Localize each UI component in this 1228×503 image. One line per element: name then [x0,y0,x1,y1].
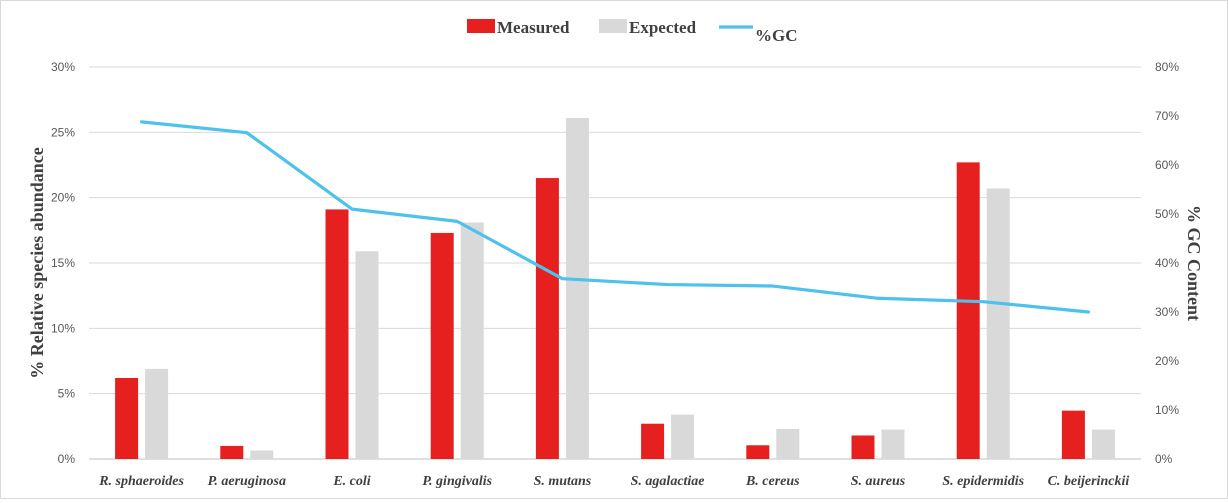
bar-measured [325,209,349,459]
bar-measured [641,423,665,459]
y2-tick-label: 20% [1155,354,1179,368]
bar-measured [1061,410,1085,459]
x-tick-label: S. epidermidis [942,474,1024,489]
bar-expected [776,428,800,459]
x-tick-label: B. cereus [745,474,800,489]
y-tick-label: 20% [51,191,75,205]
y2-tick-label: 80% [1155,60,1179,74]
gc-line-path [140,120,1091,314]
bar-measured [956,162,980,460]
bar-measured [115,377,139,459]
bar-measured [535,178,559,460]
y2-tick-label: 60% [1155,158,1179,172]
grid-lines [89,66,1141,460]
y2-tick-label: 40% [1155,256,1179,270]
bar-expected [145,368,169,459]
bar-measured [851,435,875,459]
bar-expected [671,414,695,459]
bar-measured [430,232,454,459]
x-tick-label: P. gingivalis [422,474,492,489]
legend-swatch-expected [599,19,627,33]
y-tick-label: 10% [51,321,75,335]
legend-swatch-measured [467,19,495,33]
y2-tick-label: 0% [1155,452,1173,466]
x-tick-label: P. aeruginosa [208,474,286,489]
x-tick-label: S. aureus [851,474,906,489]
y-tick-label: 0% [58,452,76,466]
axes: 0% 5% 10% 15% 20% 25% 30% 0% 10% 20% 30% 40% 50% 60% 7… [51,60,1179,489]
x-tick-label: E. coli [332,474,370,489]
y-axis-title: % Relative species abundance [27,147,47,379]
bar-expected [565,117,589,460]
bar-expected [355,251,379,459]
y2-tick-label: 30% [1155,305,1179,319]
y2-tick-label: 50% [1155,207,1179,221]
x-tick-label: S. agalactiae [631,474,705,489]
x-tick-label: S. mutans [534,474,592,489]
legend-label-measured: Measured [497,18,570,37]
bar-expected [1091,429,1115,459]
y2-tick-label: 70% [1155,109,1179,123]
legend-label-gc: %GC [755,26,798,45]
x-tick-label: R. sphaeroides [98,474,184,489]
bar-measured [746,445,770,459]
bars [115,117,1115,460]
bar-expected [250,450,274,459]
bar-expected [881,429,905,459]
y-tick-label: 30% [51,60,75,74]
y2-tick-label: 10% [1155,403,1179,417]
y-tick-label: 5% [58,387,76,401]
legend-label-expected: Expected [629,18,697,37]
gc-line [140,120,1091,314]
bar-measured [220,445,244,459]
y-tick-label: 25% [51,125,75,139]
x-tick-label: C. beijerinckii [1048,474,1130,489]
y2-axis-title: % GC Content [1184,205,1204,321]
y-tick-label: 15% [51,256,75,270]
bar-expected [986,188,1010,459]
bar-expected [460,222,484,459]
legend: Measured Expected %GC [467,18,798,45]
